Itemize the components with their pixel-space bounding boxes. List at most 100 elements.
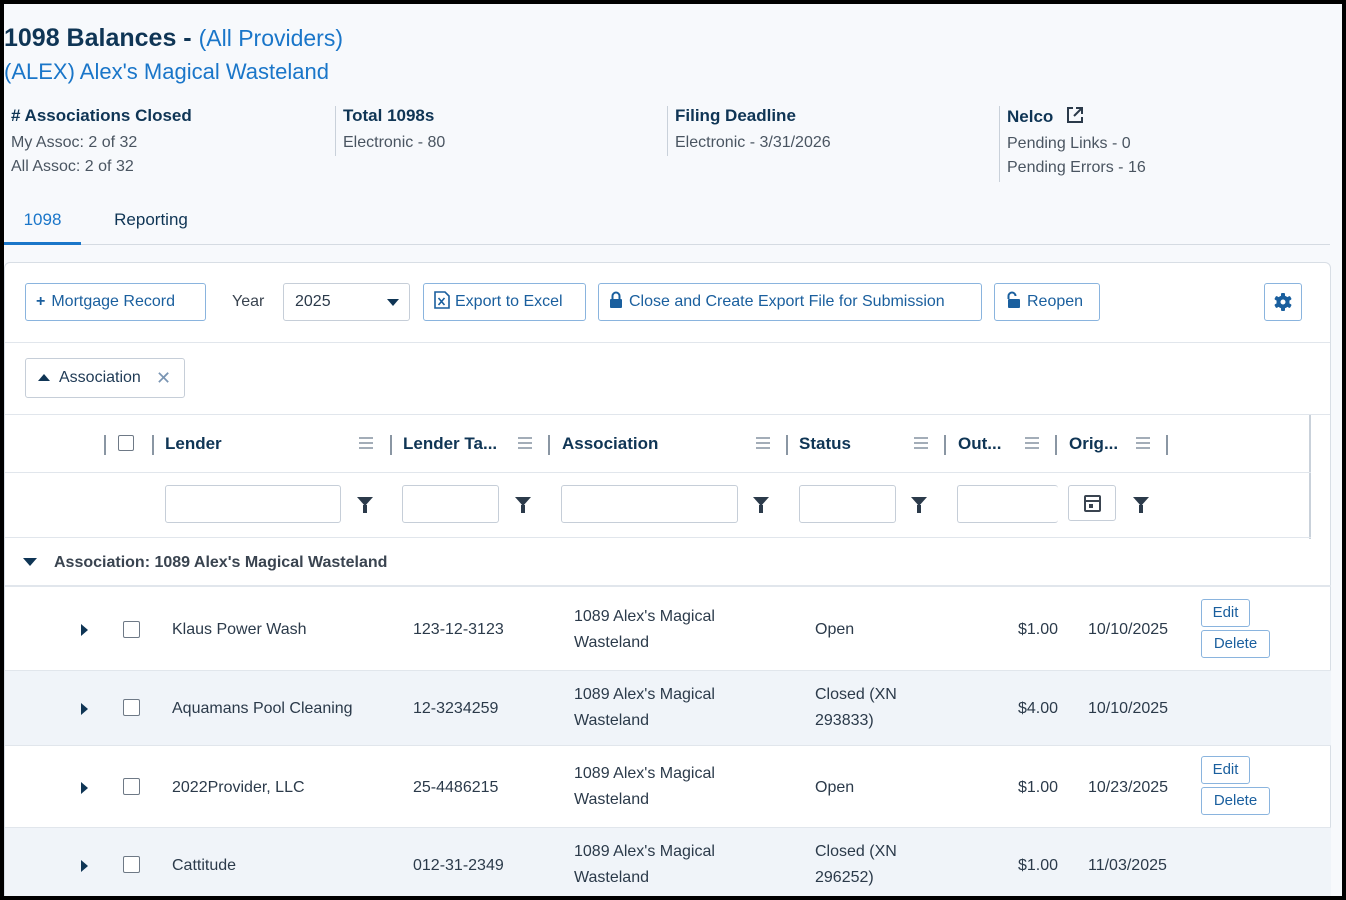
column-menu-icon[interactable] xyxy=(1025,437,1039,449)
page-title-text: 1098 Balances - xyxy=(4,24,192,52)
column-header-outstanding[interactable]: Out... xyxy=(958,434,1002,453)
close-icon[interactable]: ✕ xyxy=(156,368,172,388)
add-mortgage-label: Mortgage Record xyxy=(51,293,175,310)
expand-row-icon[interactable] xyxy=(81,624,88,636)
reopen-button[interactable]: Reopen xyxy=(994,283,1100,321)
column-separator[interactable] xyxy=(1055,435,1057,455)
row-checkbox[interactable] xyxy=(123,778,140,795)
chevron-down-icon xyxy=(387,299,399,306)
select-all-checkbox[interactable] xyxy=(118,435,134,451)
column-header-lender[interactable]: Lender xyxy=(165,434,222,453)
edit-button[interactable]: Edit xyxy=(1201,599,1250,627)
all-providers-link[interactable]: (All Providers) xyxy=(198,25,343,51)
stat-total-1098s: Total 1098s Electronic - 80 xyxy=(335,106,445,156)
column-menu-icon[interactable] xyxy=(1136,437,1150,449)
stat-all-assoc: All Assoc: 2 of 32 xyxy=(11,158,134,175)
cell-orig-date: 10/10/2025 xyxy=(1088,621,1169,638)
row-checkbox[interactable] xyxy=(123,699,140,716)
column-header-status[interactable]: Status xyxy=(799,434,851,453)
tab-1098[interactable]: 1098 xyxy=(4,200,81,245)
cell-association-line1: 1089 Alex's Magical xyxy=(574,843,715,860)
filter-icon[interactable] xyxy=(1133,497,1149,513)
gear-icon xyxy=(1274,293,1292,311)
table-row[interactable]: Klaus Power Wash 123-12-3123 1089 Alex's… xyxy=(5,588,1331,671)
delete-button[interactable]: Delete xyxy=(1201,630,1270,658)
add-mortgage-record-button[interactable]: + Mortgage Record xyxy=(25,283,206,321)
column-menu-icon[interactable] xyxy=(914,437,928,449)
lender-filter-input[interactable] xyxy=(165,485,341,523)
association-filter-input[interactable] xyxy=(561,485,738,523)
external-link-icon[interactable] xyxy=(1066,106,1084,124)
expand-row-icon[interactable] xyxy=(81,860,88,872)
column-separator[interactable] xyxy=(944,435,946,455)
filter-icon[interactable] xyxy=(753,497,769,513)
close-export-label: Close and Create Export File for Submiss… xyxy=(629,293,945,310)
stat-my-assoc: My Assoc: 2 of 32 xyxy=(11,134,138,151)
column-separator[interactable] xyxy=(1166,435,1168,455)
cell-lender: Cattitude xyxy=(172,857,237,874)
column-separator[interactable] xyxy=(152,435,154,455)
cell-lender: 2022Provider, LLC xyxy=(172,779,305,796)
stat-associations-closed: # Associations Closed My Assoc: 2 of 32 … xyxy=(11,106,192,179)
group-chip-association[interactable]: Association ✕ xyxy=(25,358,185,398)
column-header-origination[interactable]: Orig... xyxy=(1069,434,1119,453)
table-row[interactable]: 2022Provider, LLC 25-4486215 1089 Alex's… xyxy=(5,746,1331,828)
column-header-association[interactable]: Association xyxy=(562,434,659,453)
cell-status: Open xyxy=(815,779,855,796)
cell-tax-id: 12-3234259 xyxy=(413,700,499,717)
status-filter-input[interactable] xyxy=(799,485,896,523)
year-label: Year xyxy=(232,293,265,310)
outstanding-filter-input[interactable] xyxy=(957,485,1058,523)
delete-button[interactable]: Delete xyxy=(1201,787,1270,815)
stat-nelco-header: Nelco xyxy=(1007,106,1146,127)
column-menu-icon[interactable] xyxy=(756,437,770,449)
cell-tax-id: 25-4486215 xyxy=(413,779,499,796)
group-header-row[interactable]: Association: 1089 Alex's Magical Wastela… xyxy=(5,539,1331,587)
column-separator[interactable] xyxy=(548,435,550,455)
column-separator[interactable] xyxy=(390,435,392,455)
year-select[interactable]: 2025 xyxy=(283,283,410,321)
stat-deadline-date: Electronic - 3/31/2026 xyxy=(675,134,831,151)
cell-status-line2: 293833) xyxy=(815,712,874,729)
column-header-lender-tax-id[interactable]: Lender Ta... xyxy=(403,434,498,453)
data-grid: Lender Lender Ta... Association Status O… xyxy=(5,415,1311,539)
column-menu-icon[interactable] xyxy=(359,437,373,449)
column-menu-icon[interactable] xyxy=(518,437,532,449)
filter-icon[interactable] xyxy=(357,497,373,513)
tax-id-filter-input[interactable] xyxy=(402,485,499,523)
filter-icon[interactable] xyxy=(911,497,927,513)
edit-button[interactable]: Edit xyxy=(1201,756,1250,784)
stat-pending-errors: Pending Errors - 16 xyxy=(1007,159,1146,176)
collapse-group-icon[interactable] xyxy=(23,558,37,566)
reopen-label: Reopen xyxy=(1027,293,1084,310)
cell-status-line1: Closed (XN xyxy=(815,843,897,860)
stat-filing-deadline: Filing Deadline Electronic - 3/31/2026 xyxy=(667,106,831,156)
expand-row-icon[interactable] xyxy=(81,703,88,715)
page-title: 1098 Balances - (All Providers) xyxy=(4,24,343,53)
balances-panel: + Mortgage Record Year 2025 Export to Exc… xyxy=(4,262,1331,896)
column-separator[interactable] xyxy=(104,435,106,455)
close-and-export-button[interactable]: Close and Create Export File for Submiss… xyxy=(598,283,982,321)
tab-reporting[interactable]: Reporting xyxy=(114,210,188,229)
cell-association-line1: 1089 Alex's Magical xyxy=(574,686,715,703)
cell-association-line2: Wasteland xyxy=(574,712,649,729)
row-checkbox[interactable] xyxy=(123,621,140,638)
expand-row-icon[interactable] xyxy=(81,782,88,794)
lock-icon xyxy=(610,291,622,308)
filter-icon[interactable] xyxy=(515,497,531,513)
date-filter-button[interactable] xyxy=(1068,485,1116,521)
summary-stats: # Associations Closed My Assoc: 2 of 32 … xyxy=(4,106,1334,186)
association-link[interactable]: (ALEX) Alex's Magical Wasteland xyxy=(4,59,329,84)
cell-outstanding: $1.00 xyxy=(1017,779,1058,796)
row-checkbox[interactable] xyxy=(123,856,140,873)
table-row[interactable]: Aquamans Pool Cleaning 12-3234259 1089 A… xyxy=(5,671,1331,746)
stat-title: Nelco xyxy=(1007,107,1054,126)
column-separator[interactable] xyxy=(786,435,788,455)
table-row[interactable]: Cattitude 012-31-2349 1089 Alex's Magica… xyxy=(5,828,1331,896)
cell-association-line2: Wasteland xyxy=(574,791,649,808)
settings-button[interactable] xyxy=(1264,283,1302,321)
stat-pending-links: Pending Links - 0 xyxy=(1007,135,1131,152)
cell-association-line2: Wasteland xyxy=(574,634,649,651)
export-to-excel-button[interactable]: Export to Excel xyxy=(423,283,586,321)
cell-outstanding: $1.00 xyxy=(1017,621,1058,638)
